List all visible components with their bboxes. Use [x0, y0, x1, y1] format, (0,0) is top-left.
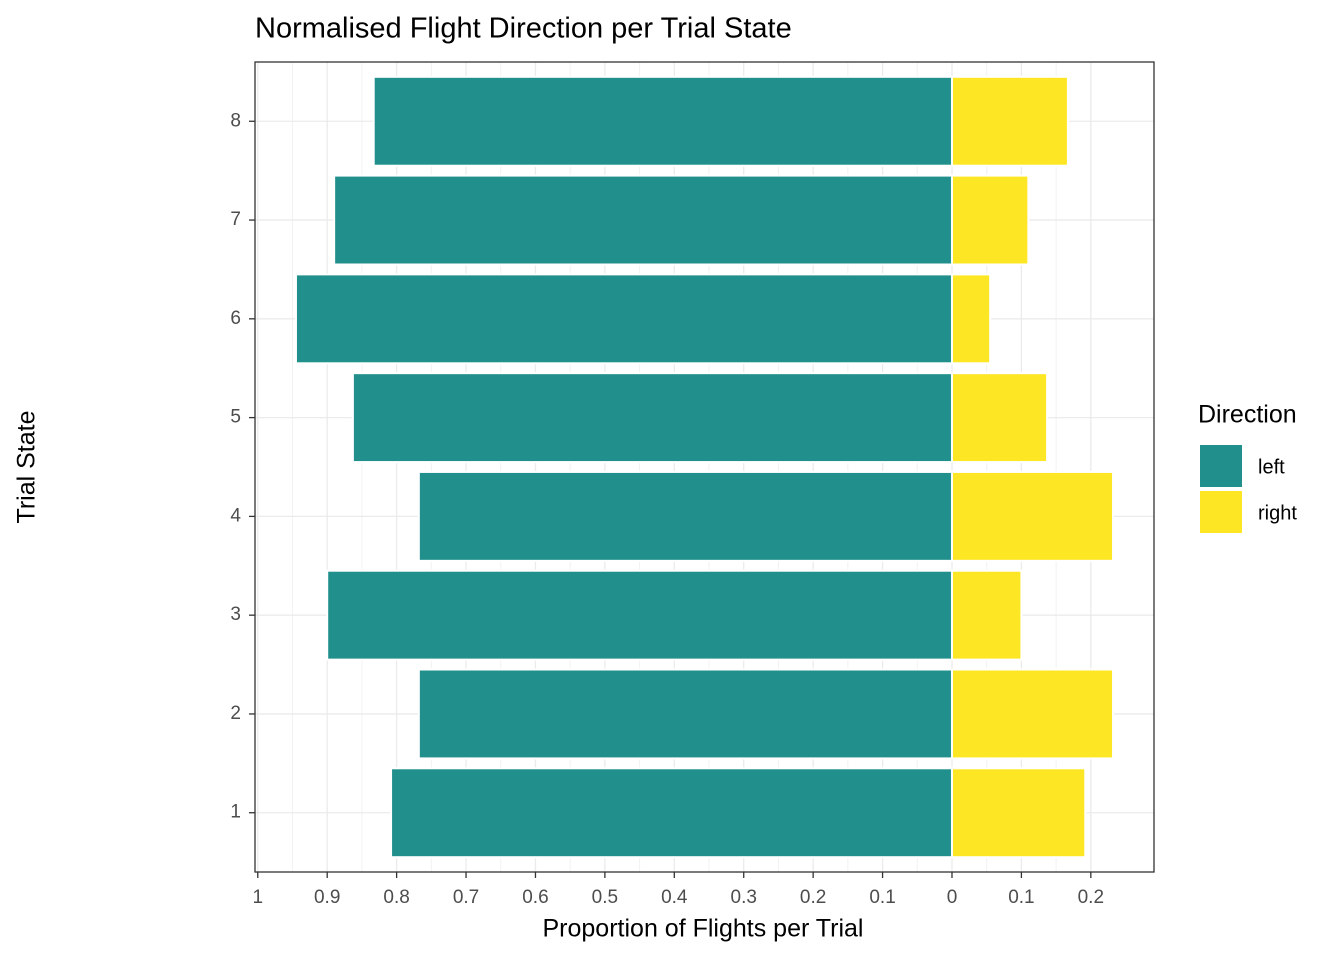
y-tick-label: 5 [230, 407, 241, 428]
bar [950, 372, 1049, 464]
x-tick-label: 0.2 [1078, 887, 1104, 908]
plot-border [254, 61, 1155, 873]
bar [950, 767, 1087, 859]
legend-label: left [1258, 456, 1285, 478]
legend-key [1200, 491, 1242, 533]
legend-key [1200, 445, 1242, 487]
x-tick-label: 0.1 [869, 887, 895, 908]
x-tick-label: 0.6 [522, 887, 548, 908]
bar [950, 569, 1023, 661]
x-axis-title: Proportion of Flights per Trial [543, 915, 864, 943]
y-tick-label: 7 [230, 209, 241, 230]
x-tick-label: 0.9 [314, 887, 340, 908]
x-tick-label: 0.3 [731, 887, 757, 908]
y-tick-label: 1 [230, 802, 241, 823]
bar [950, 174, 1030, 266]
bar [351, 372, 953, 464]
bar [372, 75, 953, 167]
y-tick-label: 3 [230, 604, 241, 625]
bar [333, 174, 953, 266]
x-tick-label: 0 [947, 887, 958, 908]
chart-title: Normalised Flight Direction per Trial St… [255, 13, 792, 45]
y-axis-title: Trial State [13, 410, 41, 523]
bar [950, 470, 1115, 562]
x-tick-label: 1 [252, 887, 263, 908]
bar [417, 668, 953, 760]
bar [950, 75, 1069, 167]
x-tick-label: 0.1 [1008, 887, 1034, 908]
bar [950, 273, 992, 365]
x-tick-label: 0.5 [592, 887, 618, 908]
bar [326, 569, 953, 661]
y-tick-label: 4 [230, 505, 241, 526]
y-tick-label: 2 [230, 703, 241, 724]
y-tick-label: 6 [230, 308, 241, 329]
bar [294, 273, 953, 365]
x-tick-label: 0.8 [383, 887, 409, 908]
legend-label: right [1258, 502, 1297, 524]
bar [417, 470, 953, 562]
x-tick-label: 0.4 [661, 887, 688, 908]
legend-title: Direction [1198, 401, 1297, 429]
bar [950, 668, 1115, 760]
bar [390, 767, 953, 859]
y-tick-label: 8 [230, 110, 241, 131]
x-tick-label: 0.7 [453, 887, 479, 908]
x-tick-label: 0.2 [800, 887, 826, 908]
